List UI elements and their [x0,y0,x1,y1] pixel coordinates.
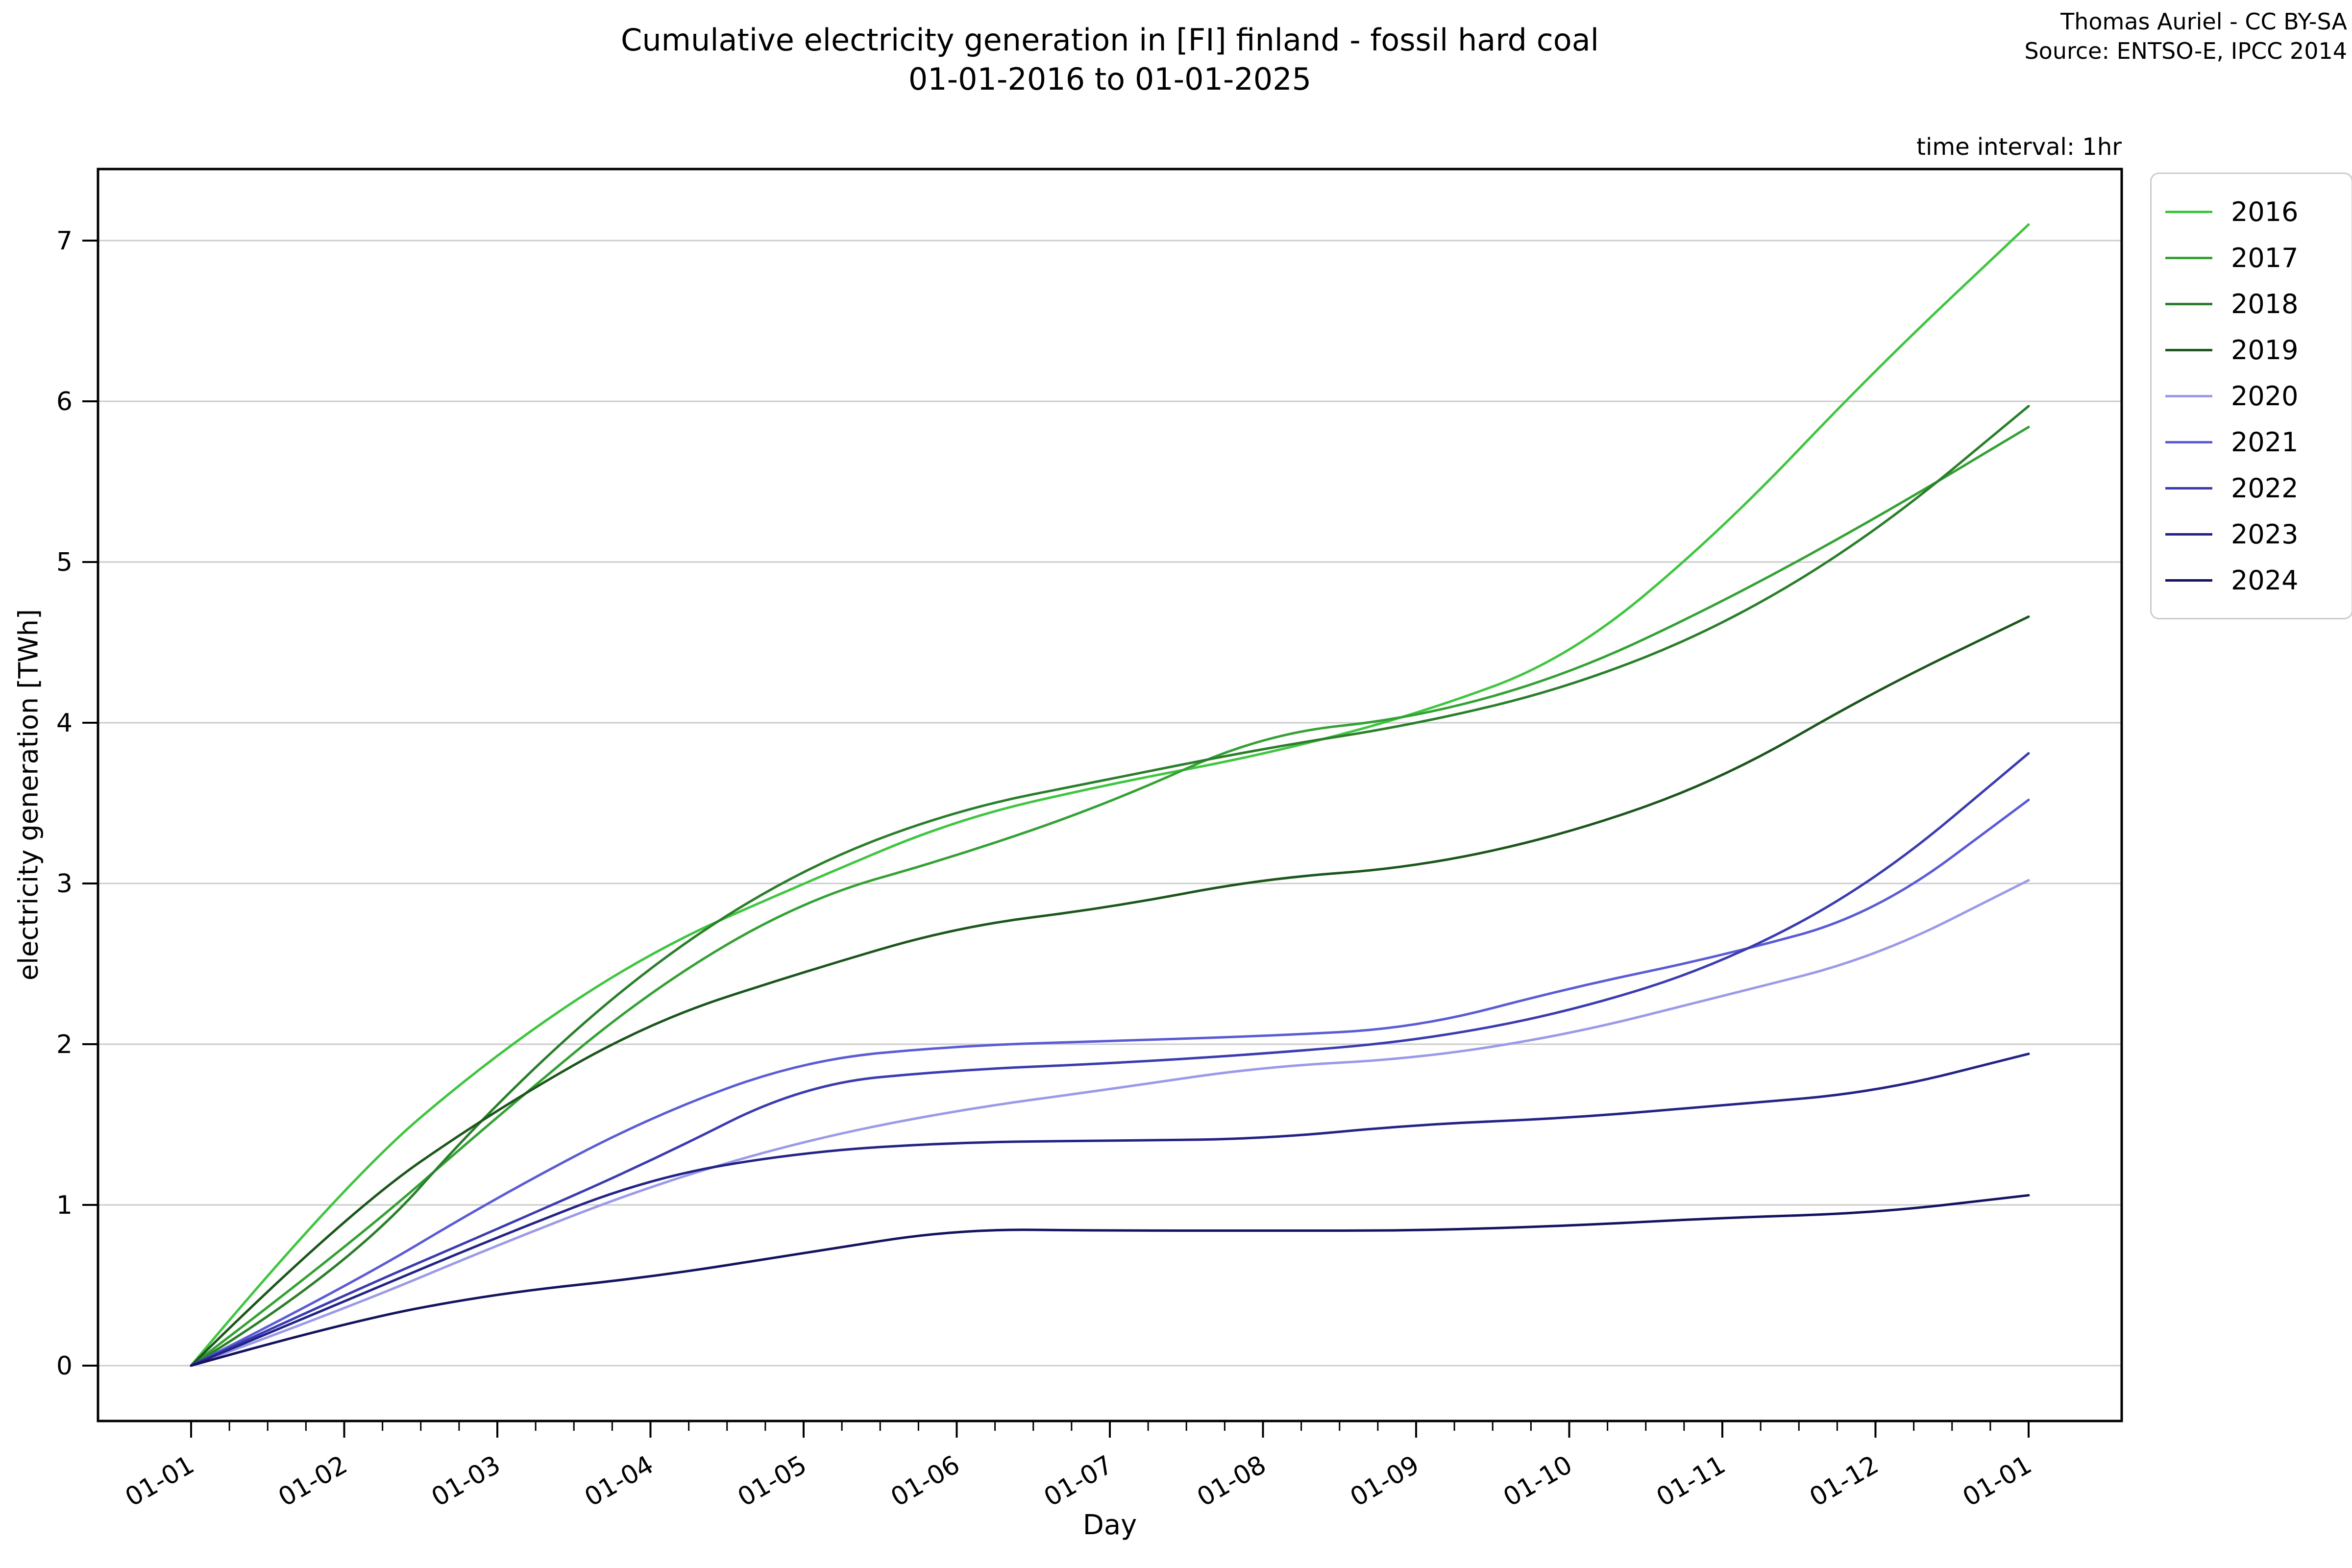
series-line-2021 [190,798,2030,1367]
series-line-2018 [190,405,2030,1367]
chart-title: Cumulative electricity generation in [FI… [621,21,1599,99]
series-line-2016 [190,223,2030,1367]
x-tick-label: 01-03 [427,1450,506,1513]
x-tick-label: 01-01 [1958,1450,2037,1513]
legend: 2016 2017 2018 2019 2020 2021 2022 2023 2024 [2150,172,2352,619]
x-tick-label: 01-04 [580,1450,659,1513]
legend-item-label: 2023 [2231,518,2299,550]
attribution-author: Thomas Auriel - CC BY-SA [2060,8,2347,35]
y-tick-label: 4 [56,709,73,738]
chart-title-line2: 01-01-2016 to 01-01-2025 [908,61,1312,97]
x-tick-label: 01-01 [121,1450,199,1513]
y-tick-label: 6 [56,387,73,416]
attribution-source: Source: ENTSO-E, IPCC 2014 [2024,38,2347,64]
legend-item-2022: 2022 [2165,465,2342,511]
legend-item-label: 2017 [2231,242,2299,273]
x-tick-label: 01-11 [1652,1450,1731,1513]
y-tick-label: 5 [56,548,73,577]
legend-item-2018: 2018 [2165,281,2342,327]
series-line-2024 [190,1194,2030,1367]
time-interval-label: time interval: 1hr [1916,133,2122,161]
legend-item-label: 2018 [2231,288,2299,319]
legend-item-label: 2016 [2231,196,2299,227]
x-tick-label: 01-06 [886,1450,965,1513]
axes-frame [97,168,2123,1422]
attribution: Thomas Auriel - CC BY-SA Source: ENTSO-E… [2024,7,2347,66]
series-line-2017 [190,425,2030,1367]
x-tick-label: 01-12 [1805,1450,1884,1513]
legend-item-2021: 2021 [2165,419,2342,465]
legend-line-swatch [2165,210,2212,213]
y-tick-label: 7 [56,226,73,256]
x-tick-label: 01-09 [1346,1450,1424,1513]
legend-line-swatch [2165,533,2212,536]
legend-item-2023: 2023 [2165,511,2342,557]
legend-item-2017: 2017 [2165,235,2342,281]
series-line-2023 [190,1053,2030,1367]
y-tick-label: 1 [56,1191,73,1220]
legend-item-2020: 2020 [2165,373,2342,419]
series-line-2020 [190,879,2030,1367]
y-tick-label: 3 [56,869,73,899]
legend-line-swatch [2165,441,2212,443]
x-tick-label: 01-07 [1039,1450,1118,1513]
legend-line-swatch [2165,487,2212,490]
legend-item-label: 2024 [2231,564,2299,596]
x-axis-title: Day [1082,1509,1137,1541]
series-line-2019 [190,615,2030,1367]
chart-title-line1: Cumulative electricity generation in [FI… [621,22,1599,58]
x-tick-label: 01-10 [1498,1450,1577,1513]
legend-item-2024: 2024 [2165,557,2342,603]
legend-line-swatch [2165,302,2212,305]
legend-line-swatch [2165,256,2212,259]
legend-item-label: 2019 [2231,334,2299,366]
legend-item-2016: 2016 [2165,189,2342,235]
legend-item-2019: 2019 [2165,327,2342,373]
x-tick-label: 01-05 [733,1450,812,1513]
legend-line-swatch [2165,394,2212,397]
legend-item-label: 2020 [2231,380,2299,412]
legend-line-swatch [2165,348,2212,351]
series-line-2022 [190,752,2030,1367]
legend-item-label: 2022 [2231,472,2299,504]
x-tick-label: 01-08 [1192,1450,1271,1513]
y-axis-title: electricity generation [TWh] [13,609,44,981]
legend-item-label: 2021 [2231,426,2299,458]
y-tick-label: 2 [56,1030,73,1059]
legend-line-swatch [2165,579,2212,582]
y-tick-label: 0 [56,1351,73,1381]
x-tick-label: 01-02 [273,1450,352,1513]
